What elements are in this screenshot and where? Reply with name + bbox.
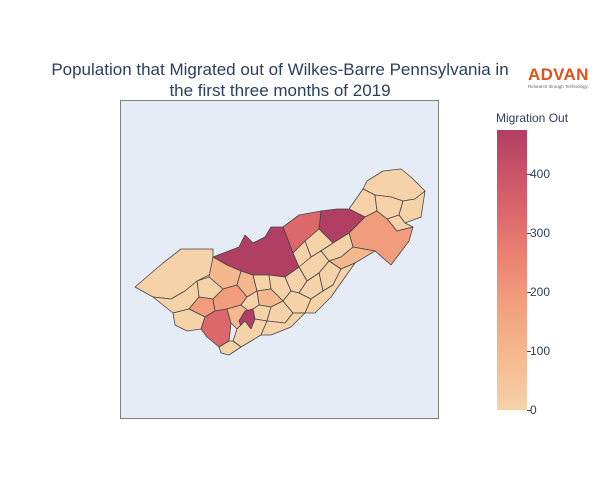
chart-title: Population that Migrated out of Wilkes-B… (0, 59, 560, 101)
colorbar-tick-label: 300 (530, 226, 551, 241)
tract-south-tip-3[interactable] (218, 340, 242, 356)
colorbar-tick-mark (527, 410, 531, 411)
tract-south-east[interactable] (304, 262, 356, 314)
colorbar-tick-label: 0 (530, 403, 537, 417)
chart-title-line-2: the first three months of 2019 (169, 81, 391, 100)
chart-title-line-1: Population that Migrated out of Wilkes-B… (51, 60, 509, 79)
colorbar-tick-mark (527, 351, 531, 353)
colorbar-tick-label: 400 (530, 167, 551, 182)
tract-south-tip-2[interactable] (260, 312, 306, 336)
colorbar-tick-label: 200 (530, 285, 551, 300)
colorbar-title: Migration Out (496, 111, 569, 125)
colorbar-tick-label: 100 (530, 344, 551, 359)
choropleth-map (134, 168, 426, 356)
colorbar (497, 130, 527, 410)
advan-logo-wordmark: ADVAN (528, 65, 589, 84)
colorbar-tick-mark (527, 174, 531, 176)
colorbar-tick-mark (527, 292, 531, 294)
advan-logo: ADVAN Research through Technology (528, 66, 596, 92)
advan-logo-tagline: Research through Technology (528, 84, 588, 89)
colorbar-tick-mark (527, 233, 531, 235)
map-frame[interactable] (120, 100, 439, 419)
